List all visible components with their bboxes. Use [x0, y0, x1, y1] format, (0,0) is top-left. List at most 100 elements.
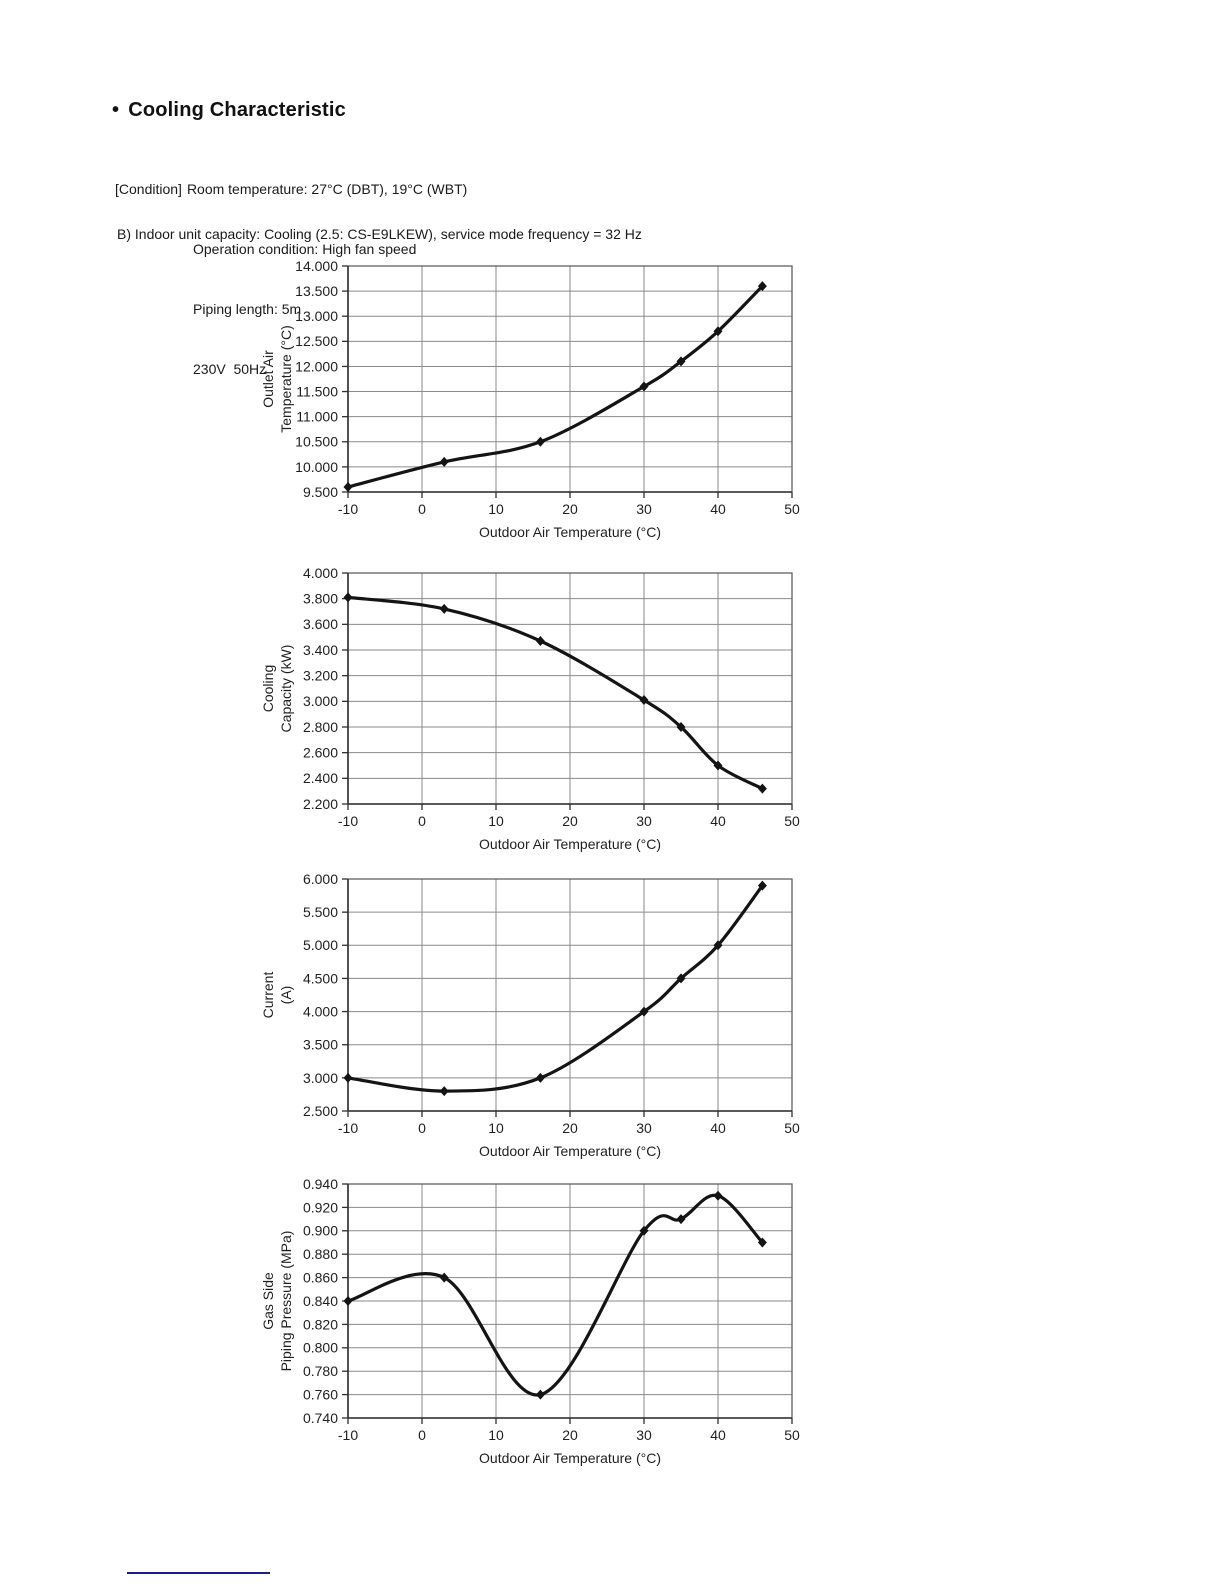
data-point-marker — [439, 1086, 449, 1097]
y-tick-label: 2.200 — [303, 796, 338, 812]
y-axis-title-line: Temperature (°C) — [278, 325, 294, 433]
page-title: • Cooling Characteristic — [112, 99, 346, 122]
x-tick-label: 10 — [488, 501, 504, 517]
y-tick-label: 0.780 — [303, 1363, 338, 1379]
series-line — [346, 1193, 764, 1397]
x-tick-label: 10 — [488, 1427, 504, 1443]
y-tick-label: 2.600 — [303, 745, 338, 761]
y-tick-label: 2.400 — [303, 770, 338, 786]
y-tick-label: 0.940 — [303, 1176, 338, 1192]
y-tick-label: 3.600 — [303, 616, 338, 632]
data-point-marker — [676, 1214, 686, 1225]
outlet-air-temperature-chart: 14.000 13.500 13.000 12.500 12.000 11.500 11.0… — [260, 258, 800, 540]
y-tick-label: 0.800 — [303, 1340, 338, 1356]
data-point-marker — [439, 456, 449, 467]
condition-line-3: Piping length: 5m — [193, 301, 302, 317]
data-point-marker — [757, 880, 767, 891]
data-point-marker — [343, 1072, 353, 1083]
y-tick-label: 5.000 — [303, 937, 338, 953]
x-tick-label: 0 — [418, 501, 426, 517]
x-tick-label: 20 — [562, 1120, 578, 1136]
y-tick-label: 3.400 — [303, 642, 338, 658]
data-point-marker — [676, 722, 686, 732]
y-tick-label: 3.800 — [303, 591, 338, 607]
data-point-marker — [343, 481, 353, 492]
y-tick-label: 10.500 — [295, 434, 338, 450]
y-tick-label: 5.500 — [303, 904, 338, 920]
cooling-capacity-chart: 4.000 3.800 3.600 3.400 3.200 3.000 2.800 2.600… — [260, 565, 800, 852]
series-line — [346, 884, 764, 1093]
y-tick-label: 10.000 — [295, 459, 338, 475]
y-tick-label: 0.860 — [303, 1270, 338, 1286]
data-point-marker — [639, 1006, 649, 1017]
data-point-marker — [535, 636, 545, 647]
x-tick-label: 50 — [784, 501, 800, 517]
y-axis-title-line: (A) — [278, 986, 294, 1005]
data-point-marker — [757, 1237, 767, 1248]
data-point-marker — [713, 326, 723, 337]
title-bullet-icon: • — [112, 99, 120, 121]
y-tick-label: 3.200 — [303, 668, 338, 684]
y-tick-label: 13.000 — [295, 308, 338, 324]
y-tick-label: 0.820 — [303, 1316, 338, 1332]
y-tick-label: 0.920 — [303, 1199, 338, 1215]
y-tick-label: 9.500 — [303, 484, 338, 500]
title-text: Cooling Characteristic — [128, 99, 346, 121]
data-point-marker — [676, 973, 686, 984]
y-tick-label: 6.000 — [303, 871, 338, 887]
y-tick-label: 3.500 — [303, 1037, 338, 1053]
condition-line-2: Operation condition: High fan speed — [193, 241, 417, 257]
data-point-marker — [639, 695, 649, 706]
x-tick-label: -10 — [338, 1427, 358, 1443]
y-tick-label: 14.000 — [295, 258, 338, 274]
x-tick-label: 40 — [710, 1120, 726, 1136]
y-tick-label: 11.500 — [296, 383, 338, 399]
x-tick-label: 50 — [784, 1427, 800, 1443]
footer-rule — [127, 1572, 270, 1574]
y-tick-label: 12.500 — [295, 333, 338, 349]
data-point-marker — [535, 1072, 545, 1083]
series-line — [346, 595, 764, 791]
y-axis-title-line: Cooling — [260, 665, 276, 712]
y-tick-label: 0.760 — [303, 1387, 338, 1403]
y-axis-title-line: Capacity (kW) — [278, 645, 294, 733]
x-tick-label: 30 — [636, 501, 652, 517]
y-tick-label: 0.900 — [303, 1223, 338, 1239]
data-point-marker — [639, 381, 649, 392]
data-point-marker — [713, 940, 723, 951]
y-tick-label: 13.500 — [295, 283, 338, 299]
condition-block: [Condition] Room temperature: 27°C (DBT),… — [115, 139, 467, 419]
data-point-marker — [713, 760, 723, 771]
y-tick-label: 2.800 — [303, 719, 338, 735]
x-axis-title: Outdoor Air Temperature (°C) — [479, 1450, 661, 1466]
y-tick-label: 11.000 — [296, 409, 338, 425]
x-tick-label: 20 — [562, 1427, 578, 1443]
x-tick-label: 0 — [418, 1120, 426, 1136]
x-tick-label: -10 — [338, 501, 358, 517]
gas-side-piping-pressure-chart: 0.940 0.920 0.900 0.880 0.860 0.840 0.820 0.800… — [260, 1176, 800, 1466]
y-tick-label: 0.880 — [303, 1246, 338, 1262]
y-axis-title-line: Outlet Air — [260, 350, 276, 408]
y-tick-label: 12.000 — [295, 358, 338, 374]
x-tick-label: 0 — [418, 813, 426, 829]
data-point-marker — [639, 1225, 649, 1236]
data-point-marker — [757, 281, 767, 292]
condition-label: [Condition] — [115, 181, 182, 197]
x-tick-label: 40 — [710, 1427, 726, 1443]
data-point-marker — [439, 603, 449, 614]
data-point-marker — [535, 436, 545, 447]
y-tick-label: 3.000 — [303, 693, 338, 709]
x-tick-label: 0 — [418, 1427, 426, 1443]
x-tick-label: -10 — [338, 1120, 358, 1136]
x-tick-label: 30 — [636, 1427, 652, 1443]
y-tick-label: 0.740 — [303, 1410, 338, 1426]
x-tick-label: 50 — [784, 1120, 800, 1136]
current-chart: 6.000 5.500 5.000 4.500 4.000 3.500 3.000 2.500… — [260, 871, 800, 1159]
y-tick-label: 3.000 — [303, 1070, 338, 1086]
y-axis-title-line: Piping Pressure (MPa) — [278, 1231, 294, 1372]
x-tick-label: 50 — [784, 813, 800, 829]
y-tick-label: 2.500 — [303, 1103, 338, 1119]
x-tick-label: 40 — [710, 813, 726, 829]
data-point-marker — [439, 1272, 449, 1283]
